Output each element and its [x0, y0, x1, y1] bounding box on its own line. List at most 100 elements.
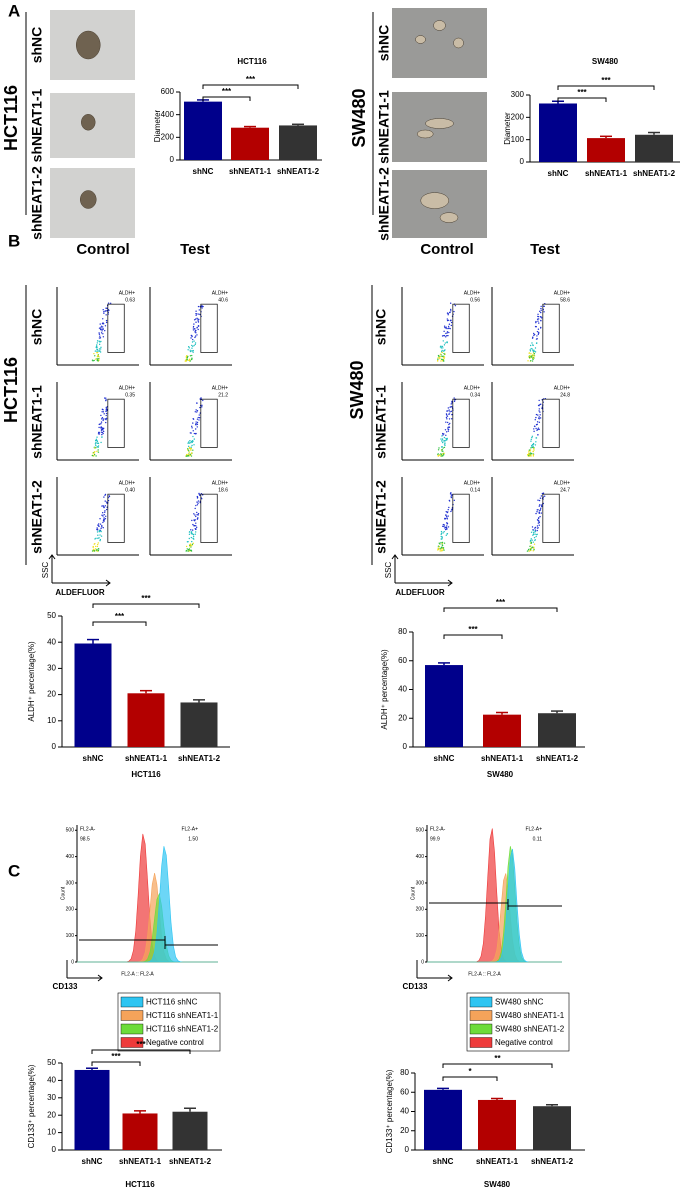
significance-bracket	[91, 1061, 141, 1066]
event-dot	[533, 449, 535, 451]
significance-label: ***	[577, 88, 587, 97]
event-dot	[529, 450, 531, 452]
event-dot	[537, 404, 540, 407]
event-dot	[442, 434, 444, 436]
significance-bracket	[557, 97, 607, 102]
event-dot	[444, 326, 446, 329]
event-dot	[442, 360, 445, 362]
event-dot	[195, 310, 197, 312]
gate-label: ALDH+	[212, 480, 228, 486]
y-tick-label: 500	[416, 828, 425, 834]
event-dot	[443, 330, 445, 333]
event-dot	[101, 526, 103, 528]
cell-line-label: SW480	[349, 88, 369, 147]
legend-label: SW480 shNC	[495, 998, 544, 1007]
event-dot	[185, 356, 188, 358]
event-dot	[101, 505, 103, 507]
event-dot	[450, 510, 452, 513]
event-dot	[96, 342, 99, 344]
gate-value: 98.5	[80, 836, 90, 842]
event-dot	[447, 426, 449, 429]
event-dot	[102, 409, 104, 411]
event-dot	[532, 353, 534, 356]
event-dot	[450, 495, 452, 497]
event-dot	[106, 309, 108, 312]
event-dot	[443, 433, 445, 435]
event-dot	[93, 359, 95, 362]
event-dot	[97, 445, 100, 447]
legend-swatch	[469, 1037, 493, 1048]
significance-bracket	[442, 1076, 498, 1081]
event-dot	[196, 501, 198, 503]
event-dot	[192, 535, 195, 538]
x-tick-label: shNC	[193, 167, 214, 176]
event-dot	[191, 341, 194, 343]
event-dot	[95, 440, 97, 442]
significance-label: ***	[246, 75, 256, 84]
event-dot	[533, 543, 536, 545]
event-dot	[196, 514, 198, 516]
event-dot	[198, 419, 200, 421]
event-dot	[536, 529, 538, 532]
event-dot	[538, 499, 541, 502]
event-dot	[534, 529, 536, 531]
y-tick-label: 20	[400, 1126, 409, 1135]
event-dot	[528, 356, 531, 359]
event-dot	[105, 409, 107, 411]
event-dot	[104, 517, 107, 520]
gate-value: 24.8	[560, 392, 570, 398]
axis-arrow	[391, 554, 453, 587]
event-dot	[445, 439, 447, 442]
event-dot	[441, 351, 443, 354]
event-dot	[93, 453, 96, 456]
event-dot	[192, 537, 194, 540]
event-dot	[194, 411, 197, 413]
event-dot	[190, 531, 193, 533]
x-axis-label: ALDEFLUOR	[395, 588, 445, 597]
event-dot	[196, 411, 198, 413]
event-dot	[446, 341, 448, 344]
y-tick-label: 0	[403, 742, 408, 751]
event-dot	[189, 439, 191, 442]
gate-label: ALDH+	[464, 290, 480, 296]
event-dot	[538, 524, 540, 526]
event-dot	[185, 359, 187, 362]
event-dot	[533, 549, 535, 551]
event-dot	[99, 323, 101, 325]
event-dot	[534, 350, 536, 353]
bar	[231, 127, 269, 160]
event-dot	[197, 416, 199, 419]
y-tick-label: 200	[161, 132, 175, 141]
event-dot	[96, 344, 98, 346]
event-dot	[446, 319, 449, 322]
event-dot	[447, 314, 449, 316]
event-dot	[536, 335, 538, 337]
gate-value: 0.35	[125, 392, 135, 398]
event-dot	[532, 443, 535, 445]
y-tick-label: 400	[66, 854, 75, 860]
event-dot	[97, 446, 99, 449]
event-dot	[98, 426, 100, 429]
event-dot	[94, 350, 97, 352]
event-dot	[97, 537, 99, 540]
event-dot	[196, 511, 198, 514]
event-dot	[194, 533, 196, 535]
event-dot	[442, 532, 444, 534]
event-dot	[201, 404, 203, 407]
event-dot	[442, 347, 444, 349]
event-dot	[450, 418, 453, 420]
event-dot	[443, 446, 446, 449]
event-dot	[96, 543, 99, 546]
event-dot	[528, 452, 530, 454]
event-dot	[194, 531, 197, 533]
event-dot	[188, 441, 190, 443]
gate-label: ALDH+	[554, 480, 570, 486]
x-tick-label: shNC	[434, 754, 455, 763]
event-dot	[537, 509, 539, 511]
spheroid	[453, 37, 464, 49]
event-dot	[190, 337, 192, 339]
event-dot	[94, 443, 97, 445]
event-dot	[441, 453, 444, 455]
event-dot	[100, 332, 103, 334]
event-dot	[102, 336, 105, 338]
